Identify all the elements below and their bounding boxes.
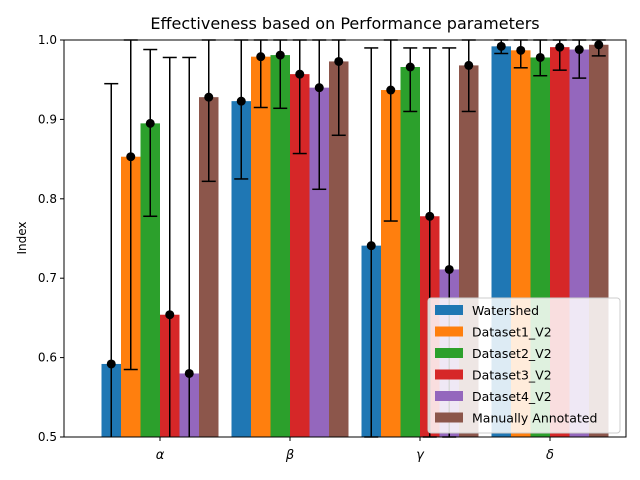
- mean-point: [574, 45, 584, 55]
- mean-point: [236, 96, 246, 106]
- mean-point: [165, 310, 175, 320]
- chart-title: Effectiveness based on Performance param…: [150, 14, 539, 33]
- legend-swatch: [435, 369, 463, 380]
- mean-point: [496, 41, 506, 51]
- x-tick-label: δ: [546, 448, 554, 463]
- legend: Watershed Dataset1_V2 Dataset2_V2 Dataset3_…: [427, 297, 621, 434]
- legend-box: [427, 297, 621, 434]
- mean-point: [535, 52, 545, 62]
- legend-swatch: [435, 412, 463, 423]
- x-tick-label: γ: [416, 448, 425, 463]
- y-tick-label: 1.0: [38, 33, 57, 47]
- bar: [231, 101, 251, 437]
- x-tick-label: β: [285, 448, 294, 463]
- mean-point: [204, 92, 214, 102]
- mean-point: [425, 211, 435, 221]
- y-tick-label: 0.9: [38, 112, 57, 126]
- bar: [400, 66, 420, 437]
- mean-point: [314, 83, 324, 93]
- bar: [329, 61, 349, 437]
- mean-point: [386, 85, 396, 95]
- bar: [251, 56, 271, 437]
- y-tick-label: 0.7: [38, 271, 57, 285]
- mean-point: [256, 52, 266, 62]
- legend-label: Dataset1_V2: [472, 325, 552, 340]
- mean-point: [295, 69, 305, 79]
- bar: [270, 55, 290, 437]
- legend-swatch: [435, 326, 463, 337]
- legend-label: Watershed: [472, 303, 539, 318]
- y-tick-label: 0.5: [38, 430, 57, 444]
- legend-swatch: [435, 348, 463, 358]
- legend-swatch: [435, 305, 463, 315]
- plot-frame: [63, 39, 627, 438]
- mean-point: [555, 42, 565, 52]
- legend-label: Dataset3_V2: [472, 368, 552, 383]
- mean-point: [405, 62, 415, 72]
- x-axis: α β γ δ: [156, 437, 554, 463]
- legend-label: Manually Annotated: [472, 411, 597, 426]
- mean-point: [126, 152, 136, 162]
- bar: [290, 74, 310, 437]
- y-tick-label: 0.6: [38, 351, 57, 365]
- bar: [199, 97, 219, 437]
- mean-point: [594, 40, 604, 50]
- bar: [381, 90, 401, 437]
- mean-point: [464, 60, 474, 70]
- mean-point: [106, 359, 116, 369]
- mean-point: [516, 45, 526, 55]
- y-axis: 0.5 0.6 0.7 0.8 0.9 1.0: [38, 33, 64, 444]
- y-axis-label: Index: [15, 221, 29, 254]
- mean-point: [184, 368, 194, 378]
- legend-swatch: [435, 391, 463, 401]
- points-layer: [106, 40, 604, 378]
- legend-label: Dataset4_V2: [472, 389, 552, 404]
- mean-point: [334, 56, 344, 66]
- mean-point: [366, 241, 376, 251]
- mean-point: [444, 264, 454, 274]
- x-tick-label: α: [156, 448, 165, 463]
- mean-point: [275, 50, 285, 60]
- bar: [140, 123, 160, 437]
- bar: [309, 87, 329, 437]
- y-tick-label: 0.8: [38, 192, 57, 206]
- legend-label: Dataset2_V2: [472, 346, 552, 361]
- mean-point: [145, 118, 155, 128]
